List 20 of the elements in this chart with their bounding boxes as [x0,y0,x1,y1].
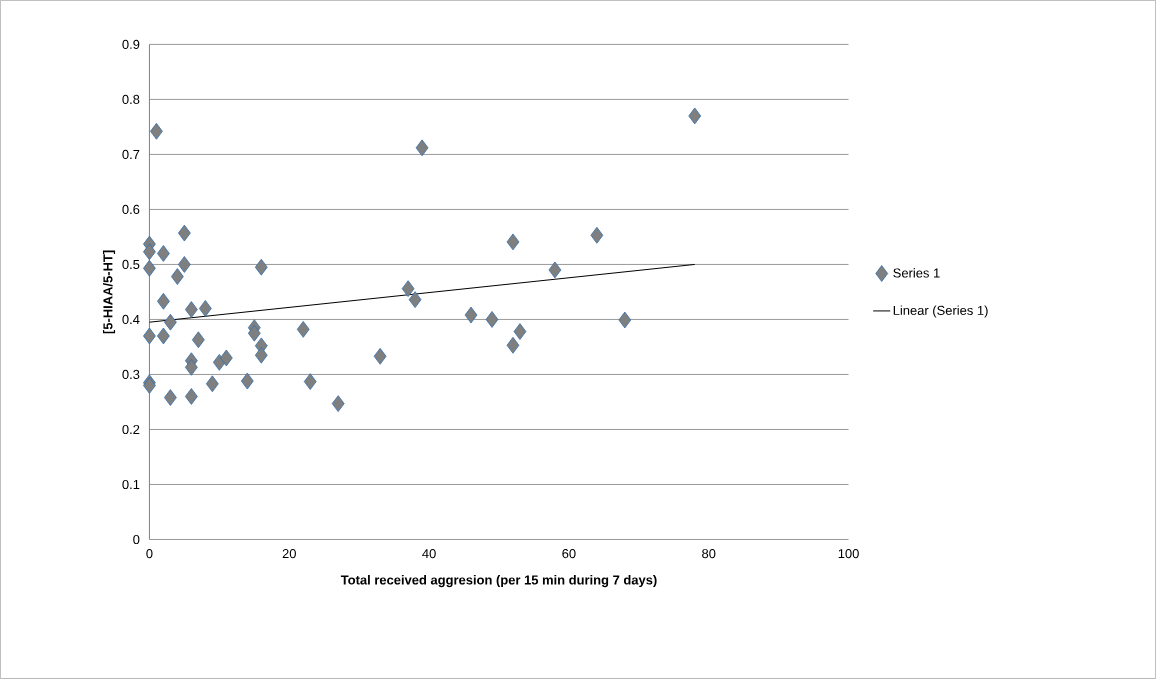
x-tick-label: 60 [562,549,576,559]
y-tick-label: 0.8 [122,94,140,105]
y-tick-label: 0.2 [122,424,140,435]
x-tick-label: 40 [422,549,436,559]
y-tick-label: 0.4 [122,314,140,325]
y-tick-label: 0.9 [122,39,140,50]
y-tick-label: 0.5 [122,259,140,270]
y-axis-title: [5-HIAA/5-HT] [102,250,116,334]
y-tick-label: 0.6 [122,204,140,215]
y-tick-label: 0.3 [122,369,140,380]
y-tick-label: 0.7 [122,149,140,160]
x-axis-title: Total received aggresion (per 15 min during 7 days) [340,575,657,588]
legend-label: Linear (Series 1) [893,305,988,318]
x-tick-label: 0 [146,549,153,559]
legend-label: Series 1 [893,268,940,278]
x-tick-label: 20 [282,549,296,559]
y-tick-label: 0.1 [122,479,140,490]
x-tick-label: 80 [702,549,716,559]
x-tick-label: 100 [838,549,859,559]
y-tick-label: 0 [133,534,140,545]
